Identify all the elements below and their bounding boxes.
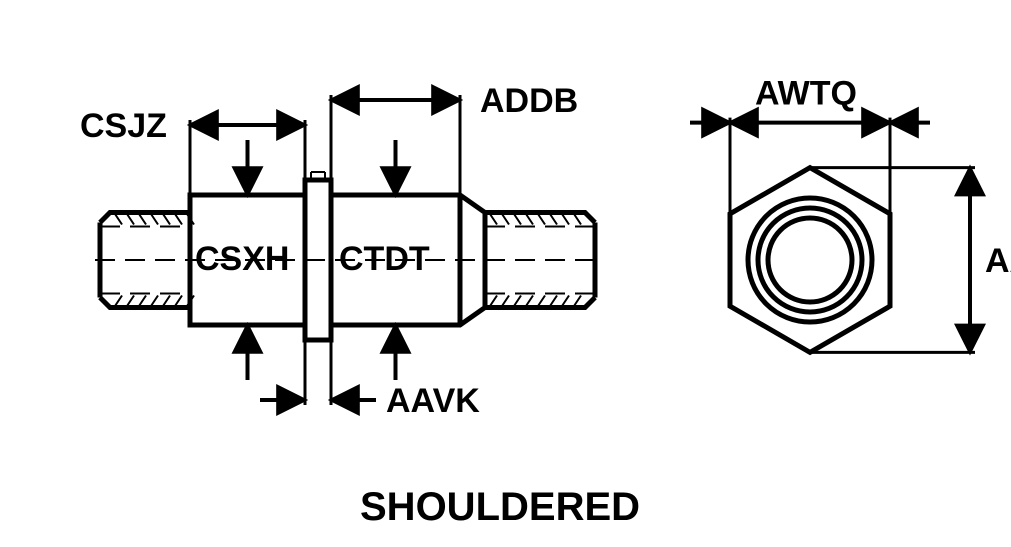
label-ctdt: CTDT [339,240,430,278]
label-aavk: AAVK [386,382,480,420]
end-view [730,168,890,353]
label-csxh: CSXH [195,240,289,278]
label-addb: ADDB [480,82,578,120]
label-csjz: CSJZ [80,107,167,145]
label-awtq: AWTQ [755,75,857,113]
diagram-title: SHOULDERED [360,485,640,529]
label-aavh: AAVH [985,242,1011,280]
diagram-canvas: CSJZ ADDB CSXH CTDT AAVK AWTQ AAVH SHOULDERED [0,0,1011,547]
